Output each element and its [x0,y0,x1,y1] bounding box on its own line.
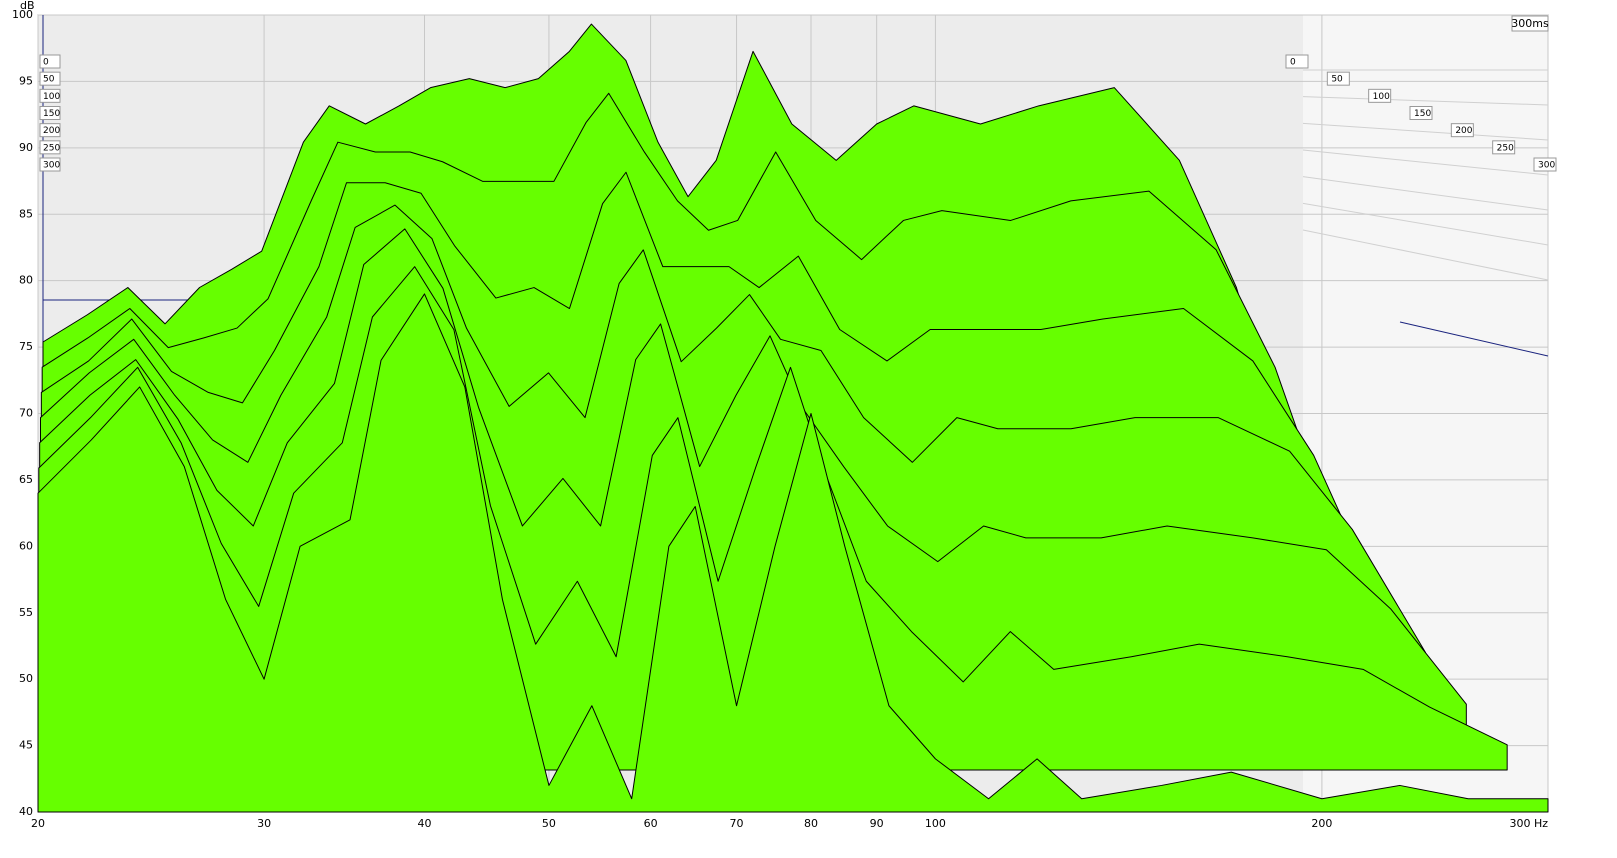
z-grid-line [1302,176,1549,211]
z-grid-line [1302,96,1549,106]
z-tick-box [39,123,61,138]
z-tick-label: 0 [1290,58,1296,68]
cursor-line [1399,321,1549,357]
x-tick-label: 100 [925,817,946,830]
z-grid-line [1302,149,1549,176]
z-tick-box [39,88,61,103]
y-tick-label: 100 [12,8,33,21]
x-tick-label: 20 [31,817,45,830]
x-tick-label: 70 [730,817,744,830]
z-tick-box [39,140,61,155]
z-tick-label: 50 [1331,75,1343,85]
x-tick-label: 300 Hz [1509,817,1548,830]
y-tick-label: 45 [19,739,33,752]
y-tick-label: 80 [19,274,33,287]
z-grid-line [1302,229,1549,281]
y-tick-label: 50 [19,672,33,685]
z-tick-label: 200 [1455,126,1472,136]
z-label-box [1511,15,1549,32]
x-tick-label: 40 [417,817,431,830]
z-tick-box [1450,123,1474,138]
z-tick-label: 150 [43,109,60,119]
y-tick-label: 60 [19,539,33,552]
y-axis-label: dB [20,0,35,12]
y-tick-label: 95 [19,74,33,87]
z-tick-label: 0 [43,58,49,68]
z-tick-box [39,157,61,172]
x-tick-label: 50 [542,817,556,830]
z-tick-box [39,54,61,69]
y-tick-label: 70 [19,407,33,420]
z-grid-line [1302,122,1549,141]
z-tick-box [1368,88,1392,103]
z-axis-label: 300ms [1511,17,1549,30]
y-tick-label: 65 [19,473,33,486]
z-tick-label: 250 [43,143,60,153]
z-tick-box [1326,71,1350,86]
z-tick-box [1409,106,1433,120]
z-tick-label: 50 [43,75,55,85]
labels: 40 45 50 55 60 65 70 75 80 85 90 95 100 20 30 40 50 60 70 8… [12,8,1557,830]
slices [37,23,1549,813]
z-tick-label: 100 [43,92,60,102]
y-tick-label: 90 [19,141,33,154]
z-tick-box [39,71,61,86]
z-tick-label: 250 [1497,143,1514,153]
z-tick-label: 300 [43,161,60,171]
y-tick-label: 55 [19,606,33,619]
z-tick-label: 150 [1414,109,1431,119]
y-tick-label: 40 [19,805,33,818]
z-tick-box [1285,54,1309,69]
x-tick-label: 200 [1311,817,1332,830]
z-grid-line [1302,202,1549,246]
y-tick-label: 85 [19,207,33,220]
x-tick-label: 30 [257,817,271,830]
x-tick-label: 80 [804,817,818,830]
x-tick-label: 60 [644,817,658,830]
z-tick-box [39,106,61,120]
z-tick-label: 300 [1538,161,1555,171]
z-tick-label: 200 [43,126,60,136]
z-tick-box [1533,157,1557,172]
waterfall-slice [37,293,1549,813]
y-tick-label: 75 [19,340,33,353]
z-tick-label: 100 [1373,92,1390,102]
z-tick-box [1492,140,1516,155]
x-tick-label: 90 [870,817,884,830]
